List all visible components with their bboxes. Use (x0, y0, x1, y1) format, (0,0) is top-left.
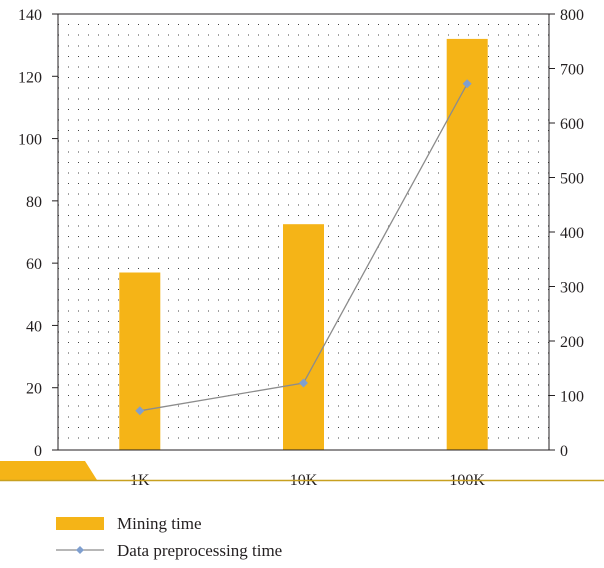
right-tick-label: 800 (560, 7, 584, 24)
left-tick-label: 20 (26, 381, 42, 398)
legend: Mining time Data preprocessing time (56, 514, 282, 560)
left-tick-label: 60 (26, 256, 42, 273)
legend-marker-preprocessing (76, 546, 84, 554)
legend-label-mining-time: Mining time (117, 514, 202, 533)
right-tick-label: 100 (560, 389, 584, 406)
left-tick-label: 140 (18, 7, 42, 24)
axes (57, 13, 550, 451)
bar-series (119, 38, 488, 451)
right-tick-label: 500 (560, 171, 584, 188)
right-tick-label: 600 (560, 116, 584, 133)
left-tick-label: 80 (26, 194, 42, 211)
line-series (135, 79, 472, 416)
right-axis-ticks: 0 100 200 300 400 500 600 700 800 (549, 7, 584, 460)
right-tick-label: 0 (560, 443, 568, 460)
line-point-10K (299, 378, 308, 388)
left-axis-ticks: 0 20 40 60 80 100 120 140 (18, 7, 58, 460)
left-tick-label: 0 (34, 443, 42, 460)
bar-100K (446, 38, 488, 451)
baseline-decoration (0, 461, 604, 482)
line-point-100K (462, 79, 472, 89)
right-tick-label: 400 (560, 225, 584, 242)
right-tick-label: 300 (560, 280, 584, 297)
corner-tab (0, 461, 97, 480)
bar-1K (119, 272, 161, 450)
legend-label-preprocessing-time: Data preprocessing time (117, 541, 282, 560)
left-tick-label: 40 (26, 318, 42, 335)
bar-10K (283, 224, 324, 450)
right-tick-label: 700 (560, 62, 584, 79)
left-tick-label: 120 (18, 69, 42, 86)
right-tick-label: 200 (560, 334, 584, 351)
line-point-1K (135, 406, 145, 416)
left-tick-label: 100 (18, 132, 42, 149)
legend-swatch-mining-time (56, 517, 104, 530)
